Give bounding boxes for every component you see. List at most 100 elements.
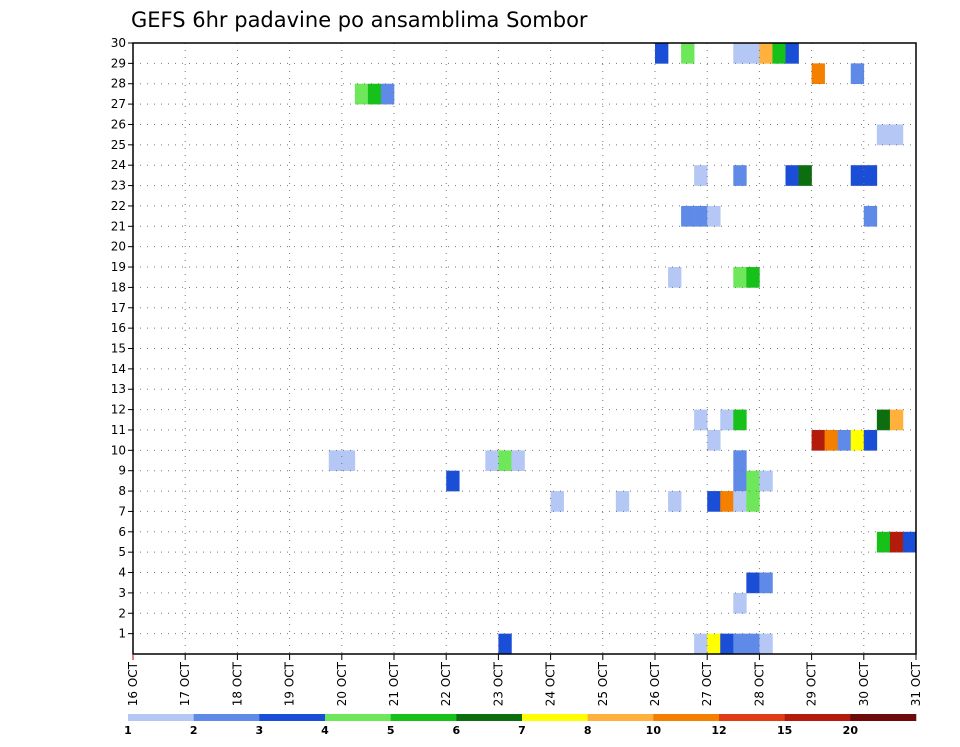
x-tick-label: 16 OCT [126,661,140,706]
x-tick-label: 20 OCT [335,661,349,706]
y-tick-label: 7 [118,504,126,518]
precip-cell [733,470,747,492]
precip-cell [681,205,695,227]
precip-cell [498,633,512,655]
precip-cell [341,450,356,471]
y-tick-label: 25 [111,138,126,152]
precip-cell [772,43,786,64]
x-tick-label: 31 OCT [909,661,923,706]
y-tick-label: 19 [111,260,126,274]
precip-cell [863,205,878,227]
precip-cell [328,450,343,471]
colorbar-label: 2 [190,724,198,737]
colorbar-swatch [193,714,260,721]
y-tick-label: 30 [111,36,126,50]
colorbar-swatch [259,714,326,721]
precip-cell [733,43,747,64]
x-tick-label: 27 OCT [700,661,714,706]
x-tick-label: 24 OCT [544,661,558,706]
precip-cell [707,491,721,512]
precip-cell [759,470,773,492]
y-tick-label: 1 [118,627,126,641]
precip-cell [707,429,721,451]
precip-cell [354,83,369,105]
x-tick-label: 21 OCT [387,661,401,706]
colorbar-label: 6 [453,724,461,737]
precip-cell [668,267,682,288]
colorbar-label: 4 [321,724,329,737]
colorbar-swatch [456,714,523,721]
precip-cell [811,429,825,451]
x-tick-label: 26 OCT [648,661,662,706]
precip-cell [720,409,734,431]
colorbar-label: 3 [256,724,264,737]
grid-lines [133,43,916,654]
precip-cell [876,124,891,146]
colorbar: 1 2 3 4 5 6 7 8 10 12 15 20 [124,714,917,737]
y-tick-label: 9 [118,464,126,478]
precip-cell [876,531,891,553]
precip-cells [328,43,917,655]
precip-cell [785,165,799,186]
precip-cell [733,491,747,512]
y-tick-label: 24 [111,158,126,172]
y-tick-label: 18 [111,280,126,294]
y-tick-label: 2 [118,606,126,620]
x-tick-label: 25 OCT [596,661,610,706]
y-tick-label: 5 [118,545,126,559]
colorbar-swatch [850,714,917,721]
x-tick-label: 22 OCT [439,661,453,706]
precip-cell [746,491,760,512]
precip-cell [720,491,734,512]
precip-cell [550,491,564,512]
colorbar-label: 12 [711,724,726,737]
colorbar-swatch [587,714,654,721]
precip-cell [446,470,460,492]
y-tick-label: 4 [118,566,126,580]
precip-cell [694,409,708,431]
precip-cell [694,205,708,227]
precip-cell [733,267,747,288]
precip-cell [837,429,852,451]
precip-cell [733,165,747,186]
y-tick-label: 16 [111,321,126,335]
x-tick-label: 18 OCT [230,661,244,706]
x-tick-label: 29 OCT [805,661,819,706]
precip-cell [889,124,904,146]
precip-cell [707,205,721,227]
colorbar-swatch [128,714,194,721]
precip-cell [811,63,825,85]
precip-cell [824,429,838,451]
chart-title: GEFS 6hr padavine po ansamblima Sombor [131,8,588,32]
precip-cell [707,633,721,655]
precip-cell [863,165,878,186]
precip-cell [850,165,865,186]
colorbar-label: 20 [843,724,859,737]
precip-cell [759,633,773,655]
y-tick-label: 20 [111,240,126,254]
precip-cell [759,572,773,594]
colorbar-label: 1 [124,724,132,737]
y-tick-label: 17 [111,301,126,315]
y-tick-label: 23 [111,179,126,193]
precip-cell [746,633,760,655]
precip-cell [889,409,904,431]
colorbar-swatch [719,714,785,721]
precip-cell [733,409,747,431]
y-tick-label: 26 [111,117,126,131]
y-tick-label: 8 [118,484,126,498]
x-tick-label: 28 OCT [752,661,766,706]
precip-cell [863,429,878,451]
y-tick-label: 29 [111,56,126,70]
precip-cell [681,43,695,64]
precip-cell [511,450,525,471]
precip-cell [720,633,734,655]
precip-cell [694,633,708,655]
y-tick-label: 13 [111,382,126,396]
y-tick-label: 28 [111,77,126,91]
y-tick-label: 3 [118,586,126,600]
colorbar-swatch [325,714,391,721]
precip-cell [746,470,760,492]
precip-cell [733,450,747,471]
